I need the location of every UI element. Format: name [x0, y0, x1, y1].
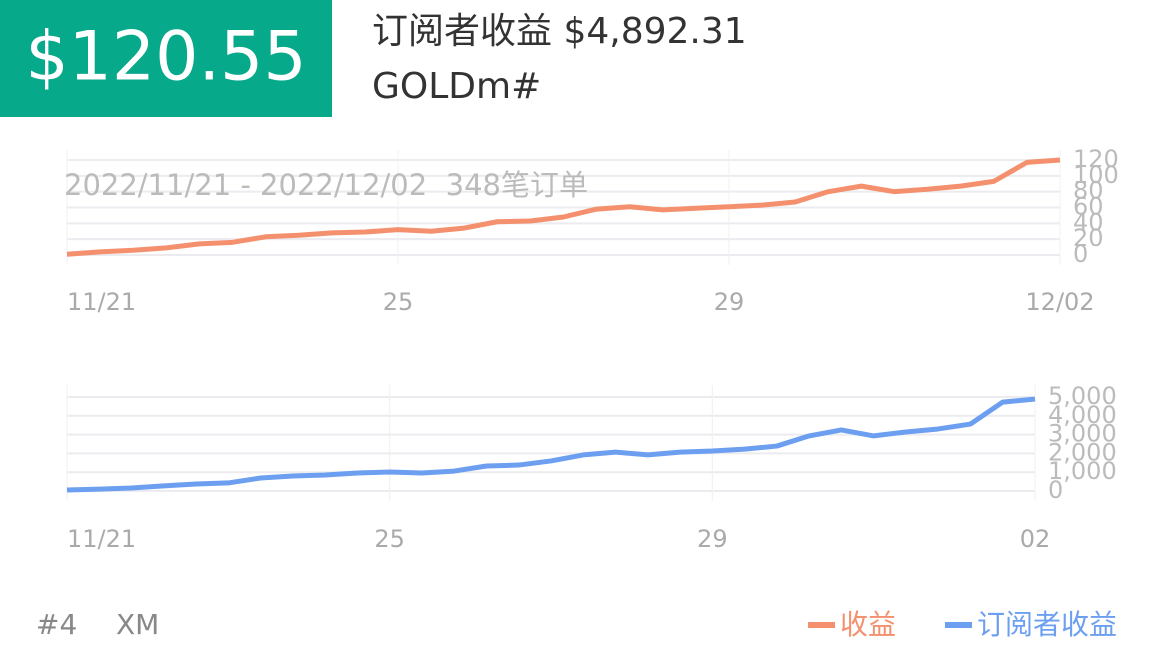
y-tick-label: 120: [1073, 145, 1119, 173]
price-box: [0, 0, 332, 117]
y-tick-label: 60: [1073, 193, 1104, 221]
date-range: 2022/11/21 - 2022/12/02 348笔订单: [64, 168, 588, 202]
price: $120.55: [25, 18, 306, 97]
y-tick-label: 0: [1048, 476, 1063, 504]
y-tick-label: 20: [1073, 224, 1104, 252]
x-tick-label: 25: [383, 288, 414, 316]
line: [66, 157, 1061, 257]
y-tick-label: 5,000: [1048, 382, 1117, 410]
x-tick-label: 29: [697, 525, 728, 553]
x-tick-label: 29: [714, 288, 745, 316]
y-tick-label: 1,000: [1048, 457, 1117, 485]
y-tick-label: 2,000: [1048, 438, 1117, 466]
footer-item: #4: [36, 608, 77, 641]
x-tick-label: 02: [1020, 525, 1051, 553]
x-tick-label: 25: [374, 525, 405, 553]
x-tick-label: 11/21: [67, 525, 136, 553]
y-tick-label: 0: [1073, 240, 1088, 268]
legend-label: 收益: [840, 608, 896, 641]
y-tick-label: 80: [1073, 177, 1104, 205]
y-tick-label: 3,000: [1048, 420, 1117, 448]
line: [66, 396, 1036, 493]
x-tick-label: 12/02: [1025, 288, 1094, 316]
y-tick-label: 100: [1073, 161, 1119, 189]
y-tick-label: 40: [1073, 208, 1104, 236]
symbol: GOLDm#: [372, 66, 541, 107]
title: 订阅者收益 $4,892.31: [372, 11, 747, 52]
x-tick-label: 11/21: [67, 288, 136, 316]
footer-item: XM: [116, 608, 159, 641]
legend-label: 订阅者收益: [977, 608, 1117, 641]
y-tick-label: 4,000: [1048, 401, 1117, 429]
